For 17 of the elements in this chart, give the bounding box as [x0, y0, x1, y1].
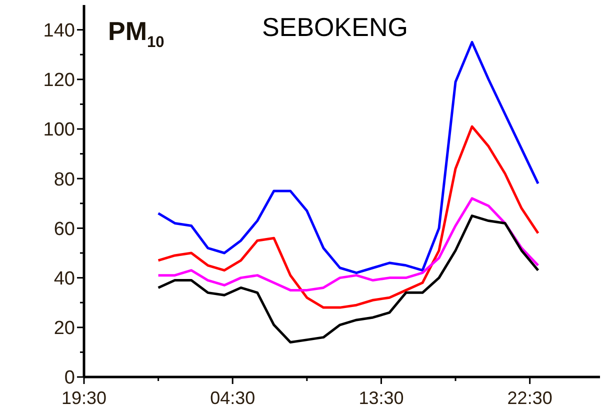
y-tick-label: 140: [43, 20, 75, 42]
y-tick-label: 120: [43, 70, 75, 92]
line-series: [157, 125, 540, 309]
y-tick-label: 80: [54, 169, 75, 190]
x-tick-label: 04:30: [210, 388, 256, 408]
y-axis-title: PM$_{10}$: [108, 16, 165, 52]
y-tick-label: 40: [54, 268, 75, 290]
y-tick-label: 100: [43, 120, 75, 141]
y-tick-label: 0: [64, 368, 75, 389]
chart-title: SEBOKENG: [262, 12, 408, 42]
x-tick-label: 22:30: [507, 388, 552, 408]
line-series: [157, 214, 540, 344]
y-tick-label: 60: [54, 218, 75, 240]
y-tick-label: 20: [54, 318, 75, 340]
line-series: [157, 197, 540, 292]
x-tick-label: 19:30: [61, 388, 107, 408]
x-tick-label: 13:30: [358, 388, 404, 408]
